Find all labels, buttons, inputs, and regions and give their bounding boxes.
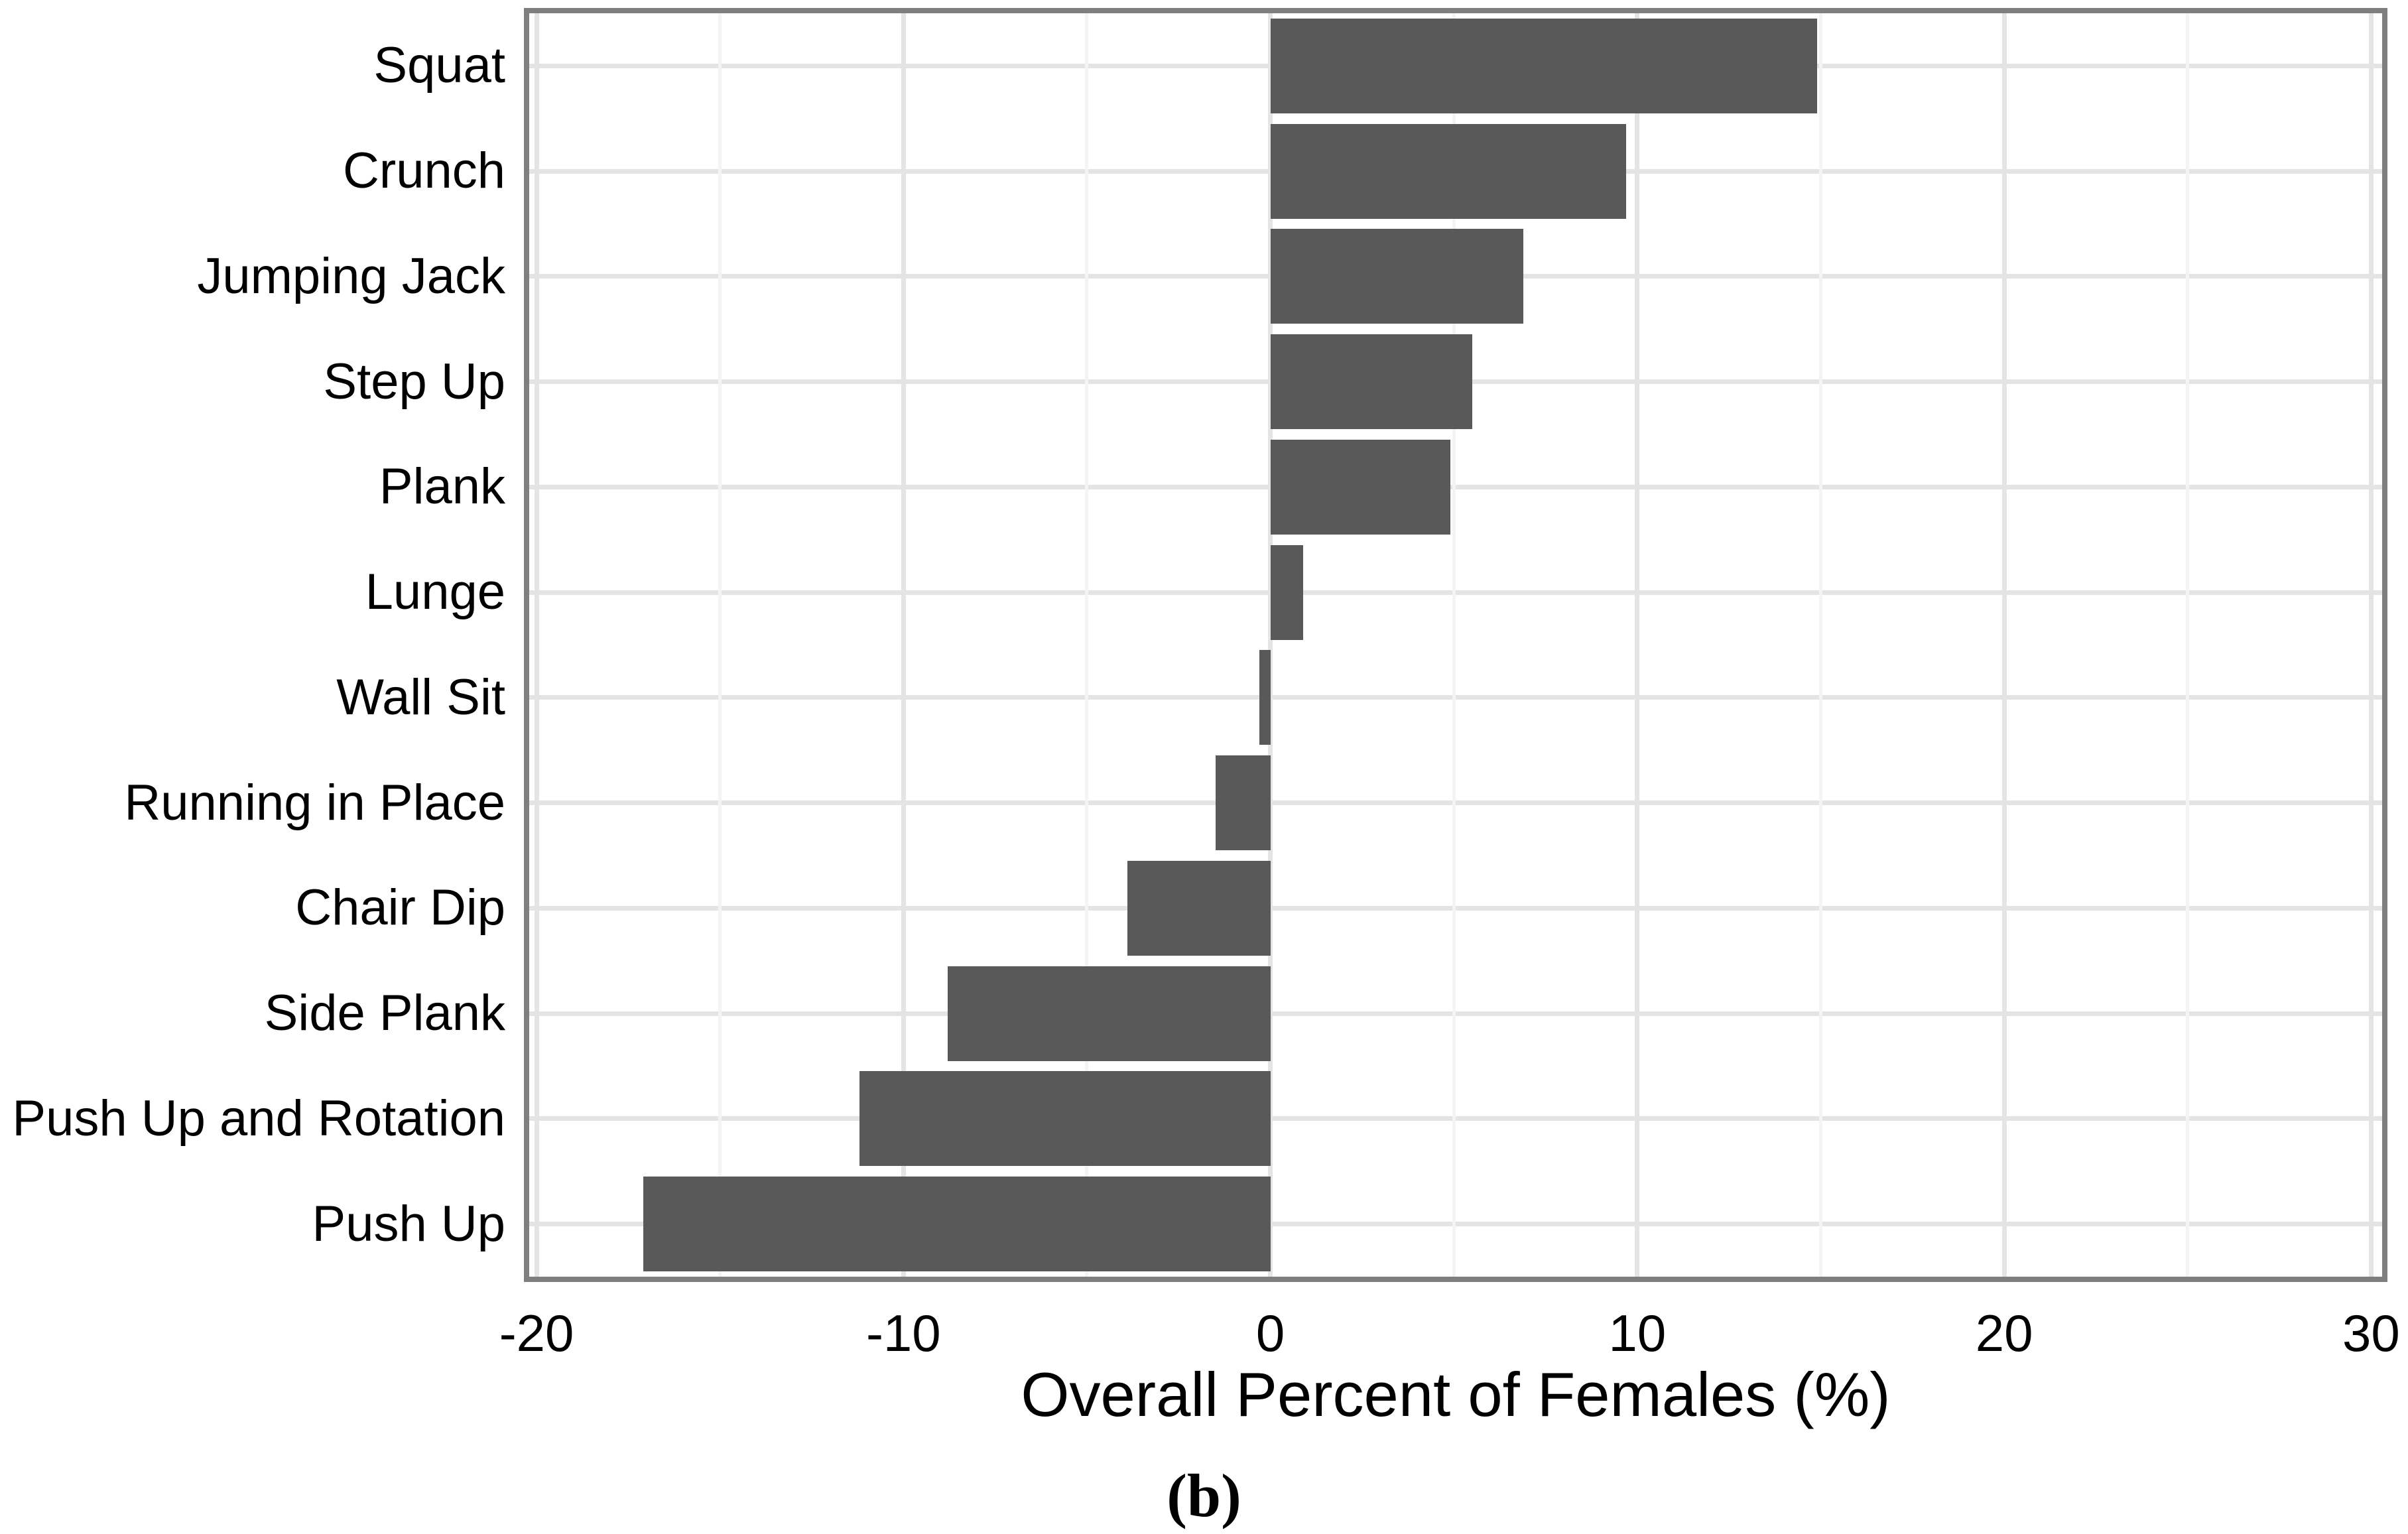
bar <box>859 1071 1271 1167</box>
bar <box>947 966 1271 1061</box>
bar <box>1259 650 1271 745</box>
x-tick-label: 30 <box>2342 1304 2400 1362</box>
grid-line-minor <box>2186 13 2190 1277</box>
category-label: Crunch <box>343 143 505 200</box>
category-label: Side Plank <box>264 985 505 1042</box>
grid-line-major <box>1268 13 1273 1277</box>
x-tick-label: -10 <box>865 1304 941 1362</box>
bar <box>1215 755 1271 851</box>
grid-line-major <box>1635 13 1640 1277</box>
category-label: Push Up and Rotation <box>12 1090 505 1147</box>
grid-line-minor <box>1819 13 1822 1277</box>
x-axis-title: Overall Percent of Females (%) <box>1021 1360 1891 1429</box>
grid-line-horizontal <box>529 1116 2382 1121</box>
category-label: Chair Dip <box>295 879 505 936</box>
category-label: Squat <box>373 37 505 94</box>
category-label: Plank <box>379 458 505 515</box>
plot-area <box>529 13 2382 1277</box>
bar <box>1270 439 1450 535</box>
x-tick-label: -20 <box>499 1304 574 1362</box>
grid-line-horizontal <box>529 800 2382 806</box>
grid-line-major <box>901 13 906 1277</box>
category-label: Push Up <box>312 1195 506 1252</box>
bar <box>1270 123 1627 219</box>
category-label: Running in Place <box>124 774 505 831</box>
grid-line-major <box>2368 13 2374 1277</box>
grid-line-horizontal <box>529 484 2382 489</box>
x-tick-label: 0 <box>1255 1304 1285 1362</box>
grid-line-horizontal <box>529 590 2382 595</box>
bar <box>1270 334 1472 430</box>
category-label: Jumping Jack <box>197 247 505 304</box>
bar <box>1270 18 1817 113</box>
grid-line-minor <box>1452 13 1456 1277</box>
bar <box>1127 860 1271 956</box>
category-label: Wall Sit <box>336 669 505 726</box>
grid-line-horizontal <box>529 1222 2382 1227</box>
category-label: Lunge <box>365 564 505 621</box>
category-label: Step Up <box>323 353 505 410</box>
bar <box>1270 229 1524 324</box>
grid-line-major <box>534 13 539 1277</box>
x-tick-label: 20 <box>1975 1304 2033 1362</box>
grid-line-minor <box>1085 13 1089 1277</box>
grid-line-horizontal <box>529 905 2382 911</box>
figure-caption: (b) <box>1167 1462 1241 1529</box>
bar <box>1270 544 1304 640</box>
grid-line-major <box>2001 13 2007 1277</box>
grid-line-horizontal <box>529 1011 2382 1016</box>
plot-panel <box>524 8 2387 1282</box>
x-tick-label: 10 <box>1608 1304 1667 1362</box>
grid-line-minor <box>718 13 722 1277</box>
grid-line-horizontal <box>529 695 2382 700</box>
bar <box>643 1177 1271 1272</box>
